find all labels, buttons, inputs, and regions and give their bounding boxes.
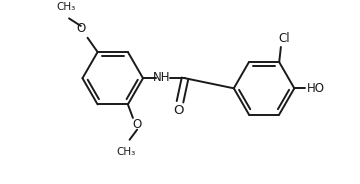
Text: NH: NH (153, 71, 170, 84)
Text: CH₃: CH₃ (56, 2, 75, 12)
Text: CH₃: CH₃ (117, 147, 136, 157)
Text: Cl: Cl (278, 32, 290, 45)
Text: O: O (132, 118, 142, 131)
Text: O: O (76, 22, 85, 35)
Text: HO: HO (307, 82, 325, 95)
Text: O: O (173, 104, 184, 117)
